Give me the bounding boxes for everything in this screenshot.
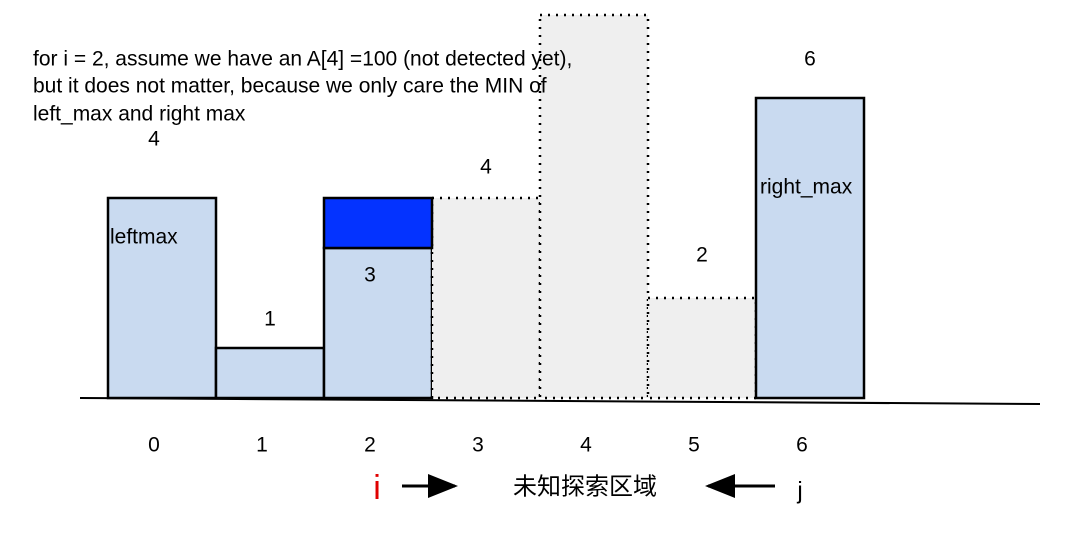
bar [106, 196, 218, 400]
bar [538, 13, 650, 400]
bar-value: 1 [264, 308, 276, 331]
index-label: 1 [256, 434, 268, 457]
water [322, 196, 434, 250]
baseline [79, 397, 1041, 405]
bar-value: 4 [148, 128, 160, 151]
region-label: 未知探索区域 [513, 473, 657, 500]
index-label: 5 [688, 434, 700, 457]
bar [214, 346, 326, 400]
index-label: 2 [364, 434, 376, 457]
index-label: 0 [148, 434, 160, 457]
bar-value: 3 [364, 264, 376, 287]
index-label: 3 [472, 434, 484, 457]
note-line: left_max and right max [33, 103, 246, 126]
index-label: 4 [580, 434, 592, 457]
bar [322, 246, 434, 400]
bar-label: right_max [760, 176, 853, 199]
bar-value: 2 [696, 244, 708, 267]
bar [754, 96, 866, 400]
bar [646, 296, 758, 400]
bar-value: 4 [480, 156, 492, 179]
bars [106, 13, 866, 400]
index-label: 6 [796, 434, 808, 457]
note-line: but it does not matter, because we only … [33, 75, 547, 98]
note-line: for i = 2, assume we have an A[4] =100 (… [33, 48, 572, 71]
pointer-i: i [373, 469, 381, 507]
pointer-j: j [796, 477, 802, 504]
bar [430, 196, 542, 400]
bar-label: leftmax [110, 226, 178, 249]
bar-value: 6 [804, 48, 816, 71]
